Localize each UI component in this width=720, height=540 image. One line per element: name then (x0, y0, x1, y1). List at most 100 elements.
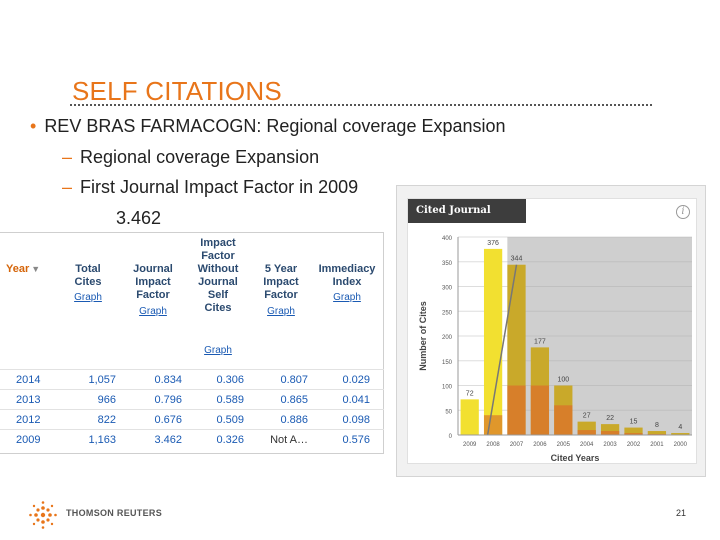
y-tick-label: 50 (445, 409, 452, 415)
x-tick-label: 2007 (510, 442, 524, 448)
cell-five-year[interactable]: 0.865 (280, 394, 308, 406)
cell-total-cites[interactable]: 966 (97, 394, 116, 406)
x-tick-label: 2001 (650, 442, 664, 448)
self-cites-bar (624, 433, 643, 435)
data-label: 22 (606, 415, 614, 422)
title-rule (70, 104, 652, 106)
x-tick-label: 2005 (557, 442, 571, 448)
cell-jif[interactable]: 0.834 (154, 374, 182, 386)
cell-if-no-self[interactable]: 0.306 (216, 374, 244, 386)
y-tick-label: 400 (442, 236, 453, 242)
x-tick-label: 2009 (463, 442, 477, 448)
header-total-cites: Total Cites (74, 263, 102, 288)
journal-if-graph-link[interactable]: Graph (139, 306, 167, 317)
header-if-without-self-cites: Impact Factor Without Journal Self Cites (197, 237, 239, 314)
bar (624, 427, 643, 435)
sub-item-1-text: Regional coverage Expansion (80, 147, 320, 167)
sub-item-2: – First Journal Impact Factor in 2009 (62, 177, 358, 198)
y-tick-label: 300 (442, 286, 453, 292)
bar (600, 424, 620, 435)
trend-line (486, 264, 518, 436)
sub-dash: – (62, 177, 73, 197)
metrics-table: Year ▼ Total Cites Graph Journal Impact Fact… (0, 232, 384, 454)
bar (647, 431, 667, 435)
data-label: 177 (534, 338, 546, 345)
bar (460, 399, 479, 435)
cell-total-cites[interactable]: 1,163 (88, 434, 116, 446)
slide-title: SELF CITATIONS (72, 76, 282, 106)
cell-jif[interactable]: 0.676 (154, 414, 182, 426)
table-row[interactable]: 2009 1,163 3.462 0.326 Not A… 0.576 (0, 429, 384, 449)
cell-five-year[interactable]: 0.807 (280, 374, 308, 386)
sub-dash: – (62, 147, 73, 167)
x-tick-label: 2002 (627, 442, 641, 448)
cell-immediacy[interactable]: 0.576 (342, 434, 370, 446)
info-icon[interactable]: i (676, 205, 690, 219)
cell-five-year[interactable]: 0.886 (280, 414, 308, 426)
cell-immediacy[interactable]: 0.029 (342, 374, 370, 386)
x-tick-label: 2003 (603, 442, 617, 448)
y-tick-label: 200 (442, 335, 453, 341)
sub-item-2-text: First Journal Impact Factor in 2009 (80, 177, 359, 197)
cell-jif[interactable]: 3.462 (154, 434, 182, 446)
bar (483, 248, 503, 435)
data-label: 15 (630, 419, 638, 426)
self-cites-bar (554, 405, 573, 435)
data-label: 100 (557, 377, 569, 384)
thomson-reuters-logo-icon (29, 501, 57, 529)
data-label: 4 (678, 424, 682, 431)
cell-immediacy[interactable]: 0.041 (342, 394, 370, 406)
x-tick-label: 2006 (533, 442, 547, 448)
table-row[interactable]: 2014 1,057 0.834 0.306 0.807 0.029 (0, 369, 384, 389)
y-tick-label: 350 (442, 261, 453, 267)
cited-years-chart: 0 50 100 150 200 250 300 350 400 72 2009 376 2008 344… (418, 236, 692, 463)
bullet-main: • REV BRAS FARMACOGN: Regional coverage E… (30, 116, 506, 137)
header-year[interactable]: Year ▼ (6, 263, 41, 275)
bar (671, 433, 690, 435)
header-five-year-if: 5 Year Impact Factor (263, 263, 299, 301)
cell-total-cites[interactable]: 1,057 (88, 374, 116, 386)
graph-tab[interactable]: Cited Journal Graph (408, 199, 526, 240)
total-cites-graph-link[interactable]: Graph (74, 292, 102, 303)
data-label: 27 (583, 413, 591, 420)
header-immediacy-index: Immediacy Index (318, 263, 376, 288)
sub-item-1: – Regional coverage Expansion (62, 147, 319, 168)
data-label: 344 (511, 256, 523, 263)
x-tick-label: 2000 (674, 442, 688, 448)
y-tick-label: 250 (442, 310, 453, 316)
data-label: 72 (466, 390, 474, 397)
y-tick-label: 100 (442, 385, 453, 391)
if-without-self-graph-link[interactable]: Graph (204, 345, 232, 356)
cell-immediacy[interactable]: 0.098 (342, 414, 370, 426)
cell-if-no-self[interactable]: 0.589 (216, 394, 244, 406)
graph-card: Cited Journal Graph i 0 50 100 150 200 250 300… (407, 198, 697, 464)
immediacy-graph-link[interactable]: Graph (333, 292, 361, 303)
data-label: 8 (655, 422, 659, 429)
self-cites-bar (530, 385, 550, 435)
cited-journal-graph-panel: Cited Journal Graph i 0 50 100 150 200 250 300… (396, 185, 706, 477)
header-journal-impact-factor: Journal Impact Factor (133, 263, 173, 301)
table-row[interactable]: 2012 822 0.676 0.509 0.886 0.098 (0, 409, 384, 429)
x-axis-label: Cited Years (551, 453, 600, 463)
self-cites-bar (483, 415, 503, 435)
company-name: THOMSON REUTERS (66, 508, 163, 518)
cell-if-no-self[interactable]: 0.326 (216, 434, 244, 446)
data-label: 376 (487, 240, 499, 247)
table-row[interactable]: 2013 966 0.796 0.589 0.865 0.041 (0, 389, 384, 409)
y-tick-label: 0 (449, 434, 453, 440)
cell-year[interactable]: 2014 (16, 374, 41, 386)
cell-total-cites[interactable]: 822 (97, 414, 116, 426)
bullet-dot: • (30, 116, 37, 136)
cell-year[interactable]: 2009 (16, 434, 41, 446)
cell-year[interactable]: 2013 (16, 394, 41, 406)
x-tick-label: 2008 (486, 442, 500, 448)
self-cites-bar (507, 385, 526, 435)
five-year-if-graph-link[interactable]: Graph (267, 306, 295, 317)
cell-if-no-self[interactable]: 0.509 (216, 414, 244, 426)
sort-caret-icon: ▼ (31, 264, 41, 274)
cell-five-year[interactable]: Not A… (270, 434, 308, 446)
self-cites-bar (600, 431, 620, 435)
cell-year[interactable]: 2012 (16, 414, 41, 426)
bullet-text: REV BRAS FARMACOGN: Regional coverage Ex… (44, 116, 506, 136)
cell-jif[interactable]: 0.796 (154, 394, 182, 406)
